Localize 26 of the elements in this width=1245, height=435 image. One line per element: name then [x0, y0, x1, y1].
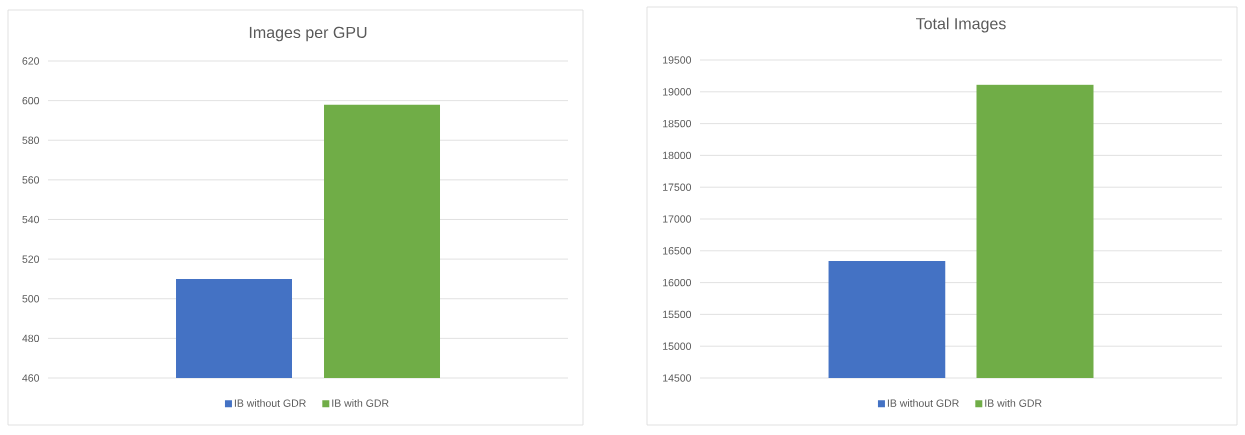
y-tick-label: 19000 [663, 88, 692, 96]
legend-label: IB with GDR [985, 399, 1042, 407]
y-tick-label: 560 [22, 176, 40, 184]
legend-label: IB with GDR [332, 399, 389, 407]
y-tick-label: 17500 [663, 183, 692, 191]
y-tick-label: 580 [22, 136, 40, 144]
y-tick-label: 480 [22, 334, 40, 343]
y-tick-label: 540 [22, 215, 40, 224]
chart-title: Total Images [916, 17, 1006, 33]
y-tick-label: 14500 [663, 374, 692, 382]
legend-label: IB without GDR [234, 399, 306, 407]
chart-title: Images per GPU [249, 26, 367, 42]
y-tick-label: 15000 [663, 342, 692, 350]
y-tick-label: 520 [22, 255, 40, 263]
y-tick-label: 16500 [663, 247, 692, 255]
y-tick-label: 620 [22, 57, 40, 65]
legend-label: IB without GDR [887, 399, 959, 407]
y-tick-label: 500 [22, 295, 40, 303]
y-tick-label: 18000 [663, 151, 692, 160]
y-tick-label: 15500 [663, 310, 692, 319]
y-tick-label: 460 [22, 374, 40, 382]
y-tick-label: 600 [22, 96, 40, 105]
y-tick-label: 17000 [663, 215, 692, 223]
y-tick-label: 19500 [663, 56, 692, 64]
y-tick-label: 16000 [663, 278, 692, 287]
y-tick-label: 18500 [663, 119, 692, 128]
